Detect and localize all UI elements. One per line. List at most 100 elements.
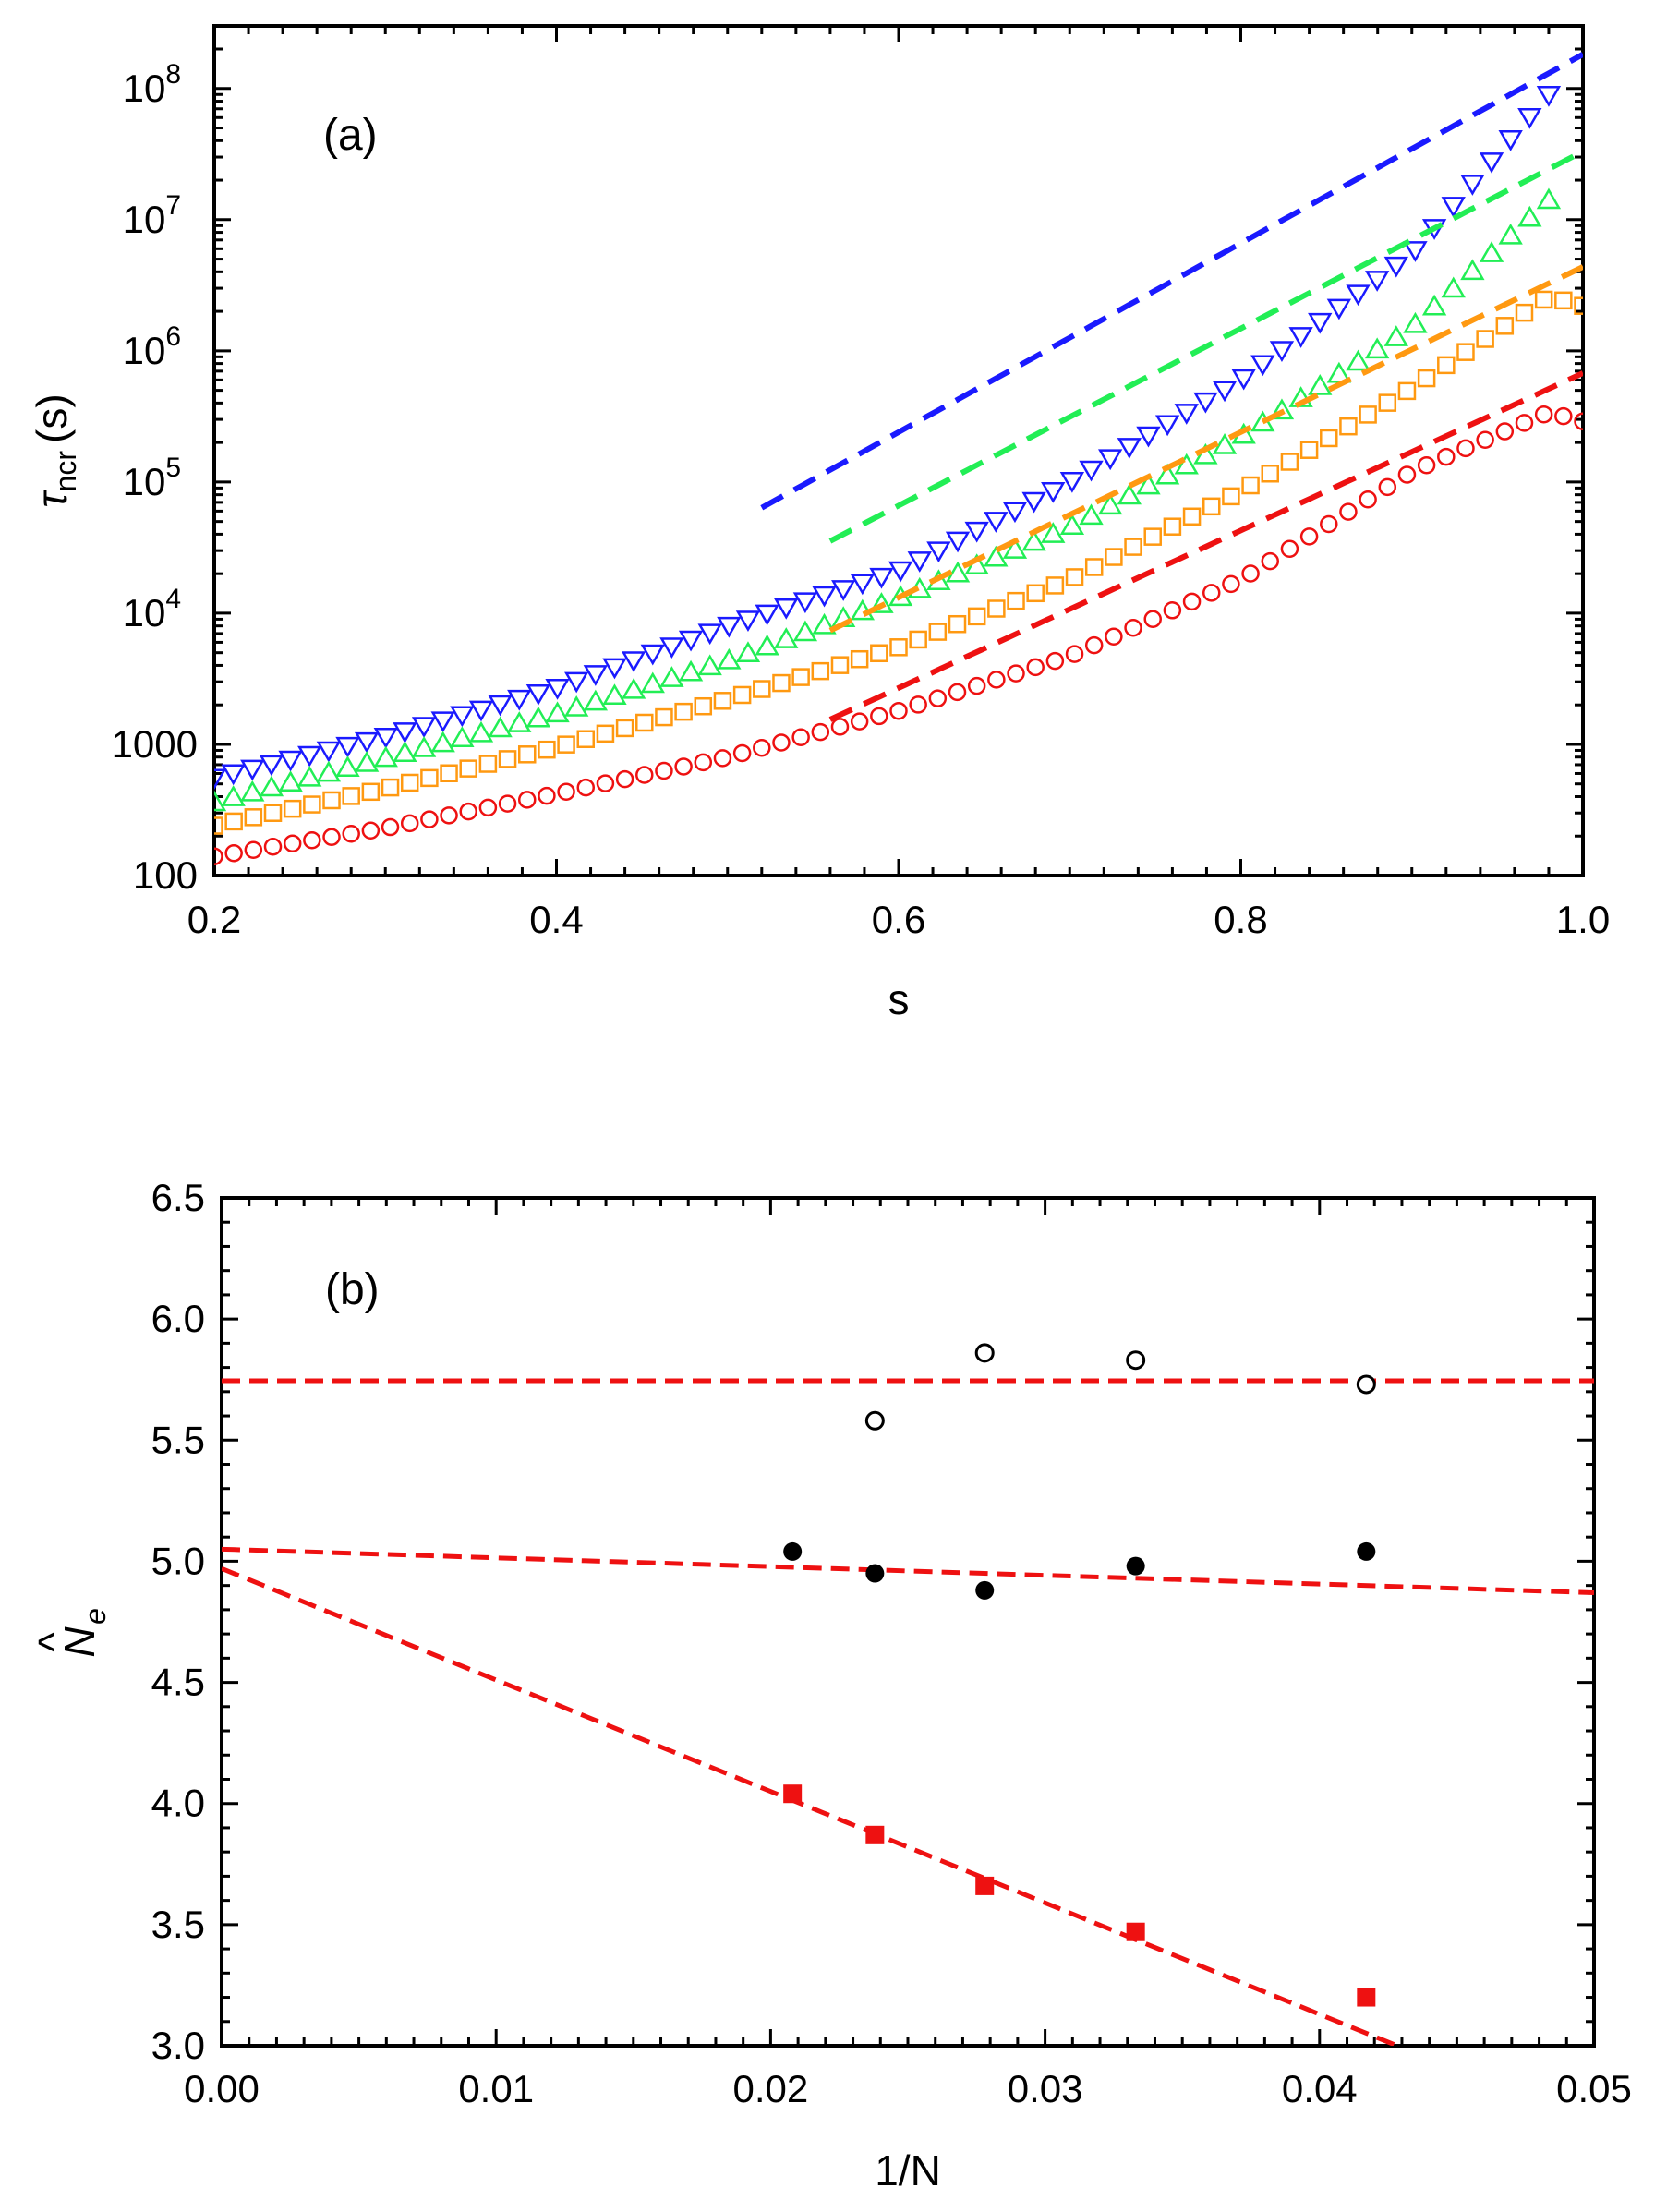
marker-down-triangle xyxy=(1326,298,1352,320)
marker-circle xyxy=(420,810,439,828)
marker-filled-circles xyxy=(1357,1541,1376,1561)
marker-square xyxy=(889,638,908,657)
marker-square xyxy=(303,795,321,814)
marker-down-triangle xyxy=(1460,175,1485,196)
marker-square xyxy=(694,696,713,716)
marker-down-triangle xyxy=(1231,369,1256,391)
marker-up-triangle xyxy=(1403,311,1428,333)
marker-up-triangle xyxy=(945,561,971,583)
marker-down-triangle xyxy=(450,706,475,728)
marker-down-triangle xyxy=(240,759,265,781)
marker-filled-squares xyxy=(865,1825,885,1844)
marker-circle xyxy=(459,802,477,821)
marker-down-triangle xyxy=(1517,108,1542,129)
marker-up-triangle xyxy=(659,666,684,687)
panel-a-ticks xyxy=(212,24,1585,877)
marker-circle xyxy=(928,689,948,707)
y-tick-label-exponent: 4 xyxy=(165,584,181,614)
marker-down-triangle xyxy=(659,637,684,659)
marker-circle xyxy=(1182,592,1202,611)
y-tick-label: 104 xyxy=(123,584,181,635)
y-tick-label-exponent: 8 xyxy=(165,59,181,90)
marker-circle xyxy=(889,701,908,720)
marker-circle xyxy=(1437,447,1456,466)
marker-circle xyxy=(498,794,517,813)
marker-up-triangle xyxy=(774,627,799,648)
marker-circle xyxy=(1026,658,1045,677)
marker-square xyxy=(459,759,477,778)
marker-up-triangle xyxy=(214,790,227,812)
marker-circle xyxy=(1339,502,1358,521)
marker-square xyxy=(1339,417,1358,436)
marker-circle xyxy=(538,786,556,805)
panel-b-y-tick-labels: 3.0 3.5 4.0 4.5 5.0 5.5 6.0 6.5 xyxy=(151,1176,205,2067)
marker-circle xyxy=(342,824,360,843)
marker-down-triangle xyxy=(1098,449,1123,471)
marker-circle xyxy=(674,757,693,776)
marker-circle xyxy=(694,753,713,772)
panel-a-y-axis-title: τncr (s) xyxy=(28,393,82,507)
panel-b-y-axis-title-sub: e xyxy=(79,1608,112,1625)
y-tick-label: 5.5 xyxy=(151,1418,205,1461)
marker-down-triangle xyxy=(393,722,417,743)
marker-square xyxy=(1554,291,1573,310)
marker-up-triangle xyxy=(297,765,322,787)
y-tick-label: 106 xyxy=(123,321,181,372)
marker-up-triangle xyxy=(1212,432,1238,454)
marker-circle xyxy=(322,828,341,846)
marker-circle xyxy=(1241,564,1260,583)
panel-b-y-axis-title-hat: ^ xyxy=(30,1632,78,1652)
panel-a-x-axis-title: s xyxy=(888,975,910,1023)
marker-square xyxy=(1241,476,1260,495)
marker-down-triangle xyxy=(1021,491,1046,514)
marker-square xyxy=(753,680,771,698)
panel-b-y-axis-title-main: N xyxy=(55,1626,103,1658)
marker-square xyxy=(909,630,927,649)
marker-square xyxy=(263,804,283,822)
marker-circle xyxy=(1261,551,1280,571)
marker-up-triangle xyxy=(1174,453,1199,475)
marker-down-triangle xyxy=(678,630,704,652)
marker-up-triangle xyxy=(869,592,894,613)
marker-square xyxy=(674,702,693,721)
marker-circle xyxy=(263,837,283,856)
marker-square xyxy=(1202,497,1221,516)
marker-square xyxy=(1574,296,1583,315)
y-tick-label-base: 10 xyxy=(123,198,166,241)
marker-down-triangle xyxy=(984,512,1009,533)
marker-circle xyxy=(987,671,1006,689)
panel-b-x-tick-labels: 0.00 0.01 0.02 0.03 0.04 0.05 xyxy=(184,2067,1632,2110)
marker-up-triangle xyxy=(545,701,570,723)
x-tick-label: 0.00 xyxy=(184,2067,260,2110)
marker-square xyxy=(1045,576,1065,595)
marker-up-triangle xyxy=(335,755,360,778)
marker-down-triangle xyxy=(1117,438,1142,459)
marker-circle xyxy=(1124,618,1142,637)
panel-b-frame xyxy=(220,1196,1596,2048)
marker-filled-circles xyxy=(1126,1556,1145,1576)
marker-up-triangle xyxy=(717,647,742,670)
marker-circle xyxy=(244,840,263,859)
x-tick-label: 0.8 xyxy=(1214,898,1267,941)
marker-down-triangle xyxy=(335,736,360,758)
marker-down-triangle xyxy=(1002,502,1028,524)
marker-down-triangle xyxy=(907,551,932,573)
marker-down-triangle xyxy=(1479,152,1504,174)
marker-square xyxy=(361,782,381,802)
marker-square xyxy=(1163,517,1182,536)
y-tick-label-base: 10 xyxy=(123,460,166,503)
panel-b-data xyxy=(222,1343,1594,2046)
panel-b-y-axis-title: N ^ e xyxy=(30,1608,112,1658)
marker-down-triangle xyxy=(964,521,989,543)
marker-circle xyxy=(1163,601,1182,620)
marker-up-triangle xyxy=(1098,493,1123,515)
marker-circle xyxy=(1515,414,1534,432)
fit-line-down-triangle xyxy=(760,52,1583,511)
marker-square xyxy=(967,607,986,626)
marker-square xyxy=(1495,317,1515,335)
marker-square xyxy=(615,719,634,738)
marker-down-triangle xyxy=(717,616,742,638)
marker-down-triangle xyxy=(1136,426,1161,448)
x-tick-label: 0.6 xyxy=(872,898,925,941)
